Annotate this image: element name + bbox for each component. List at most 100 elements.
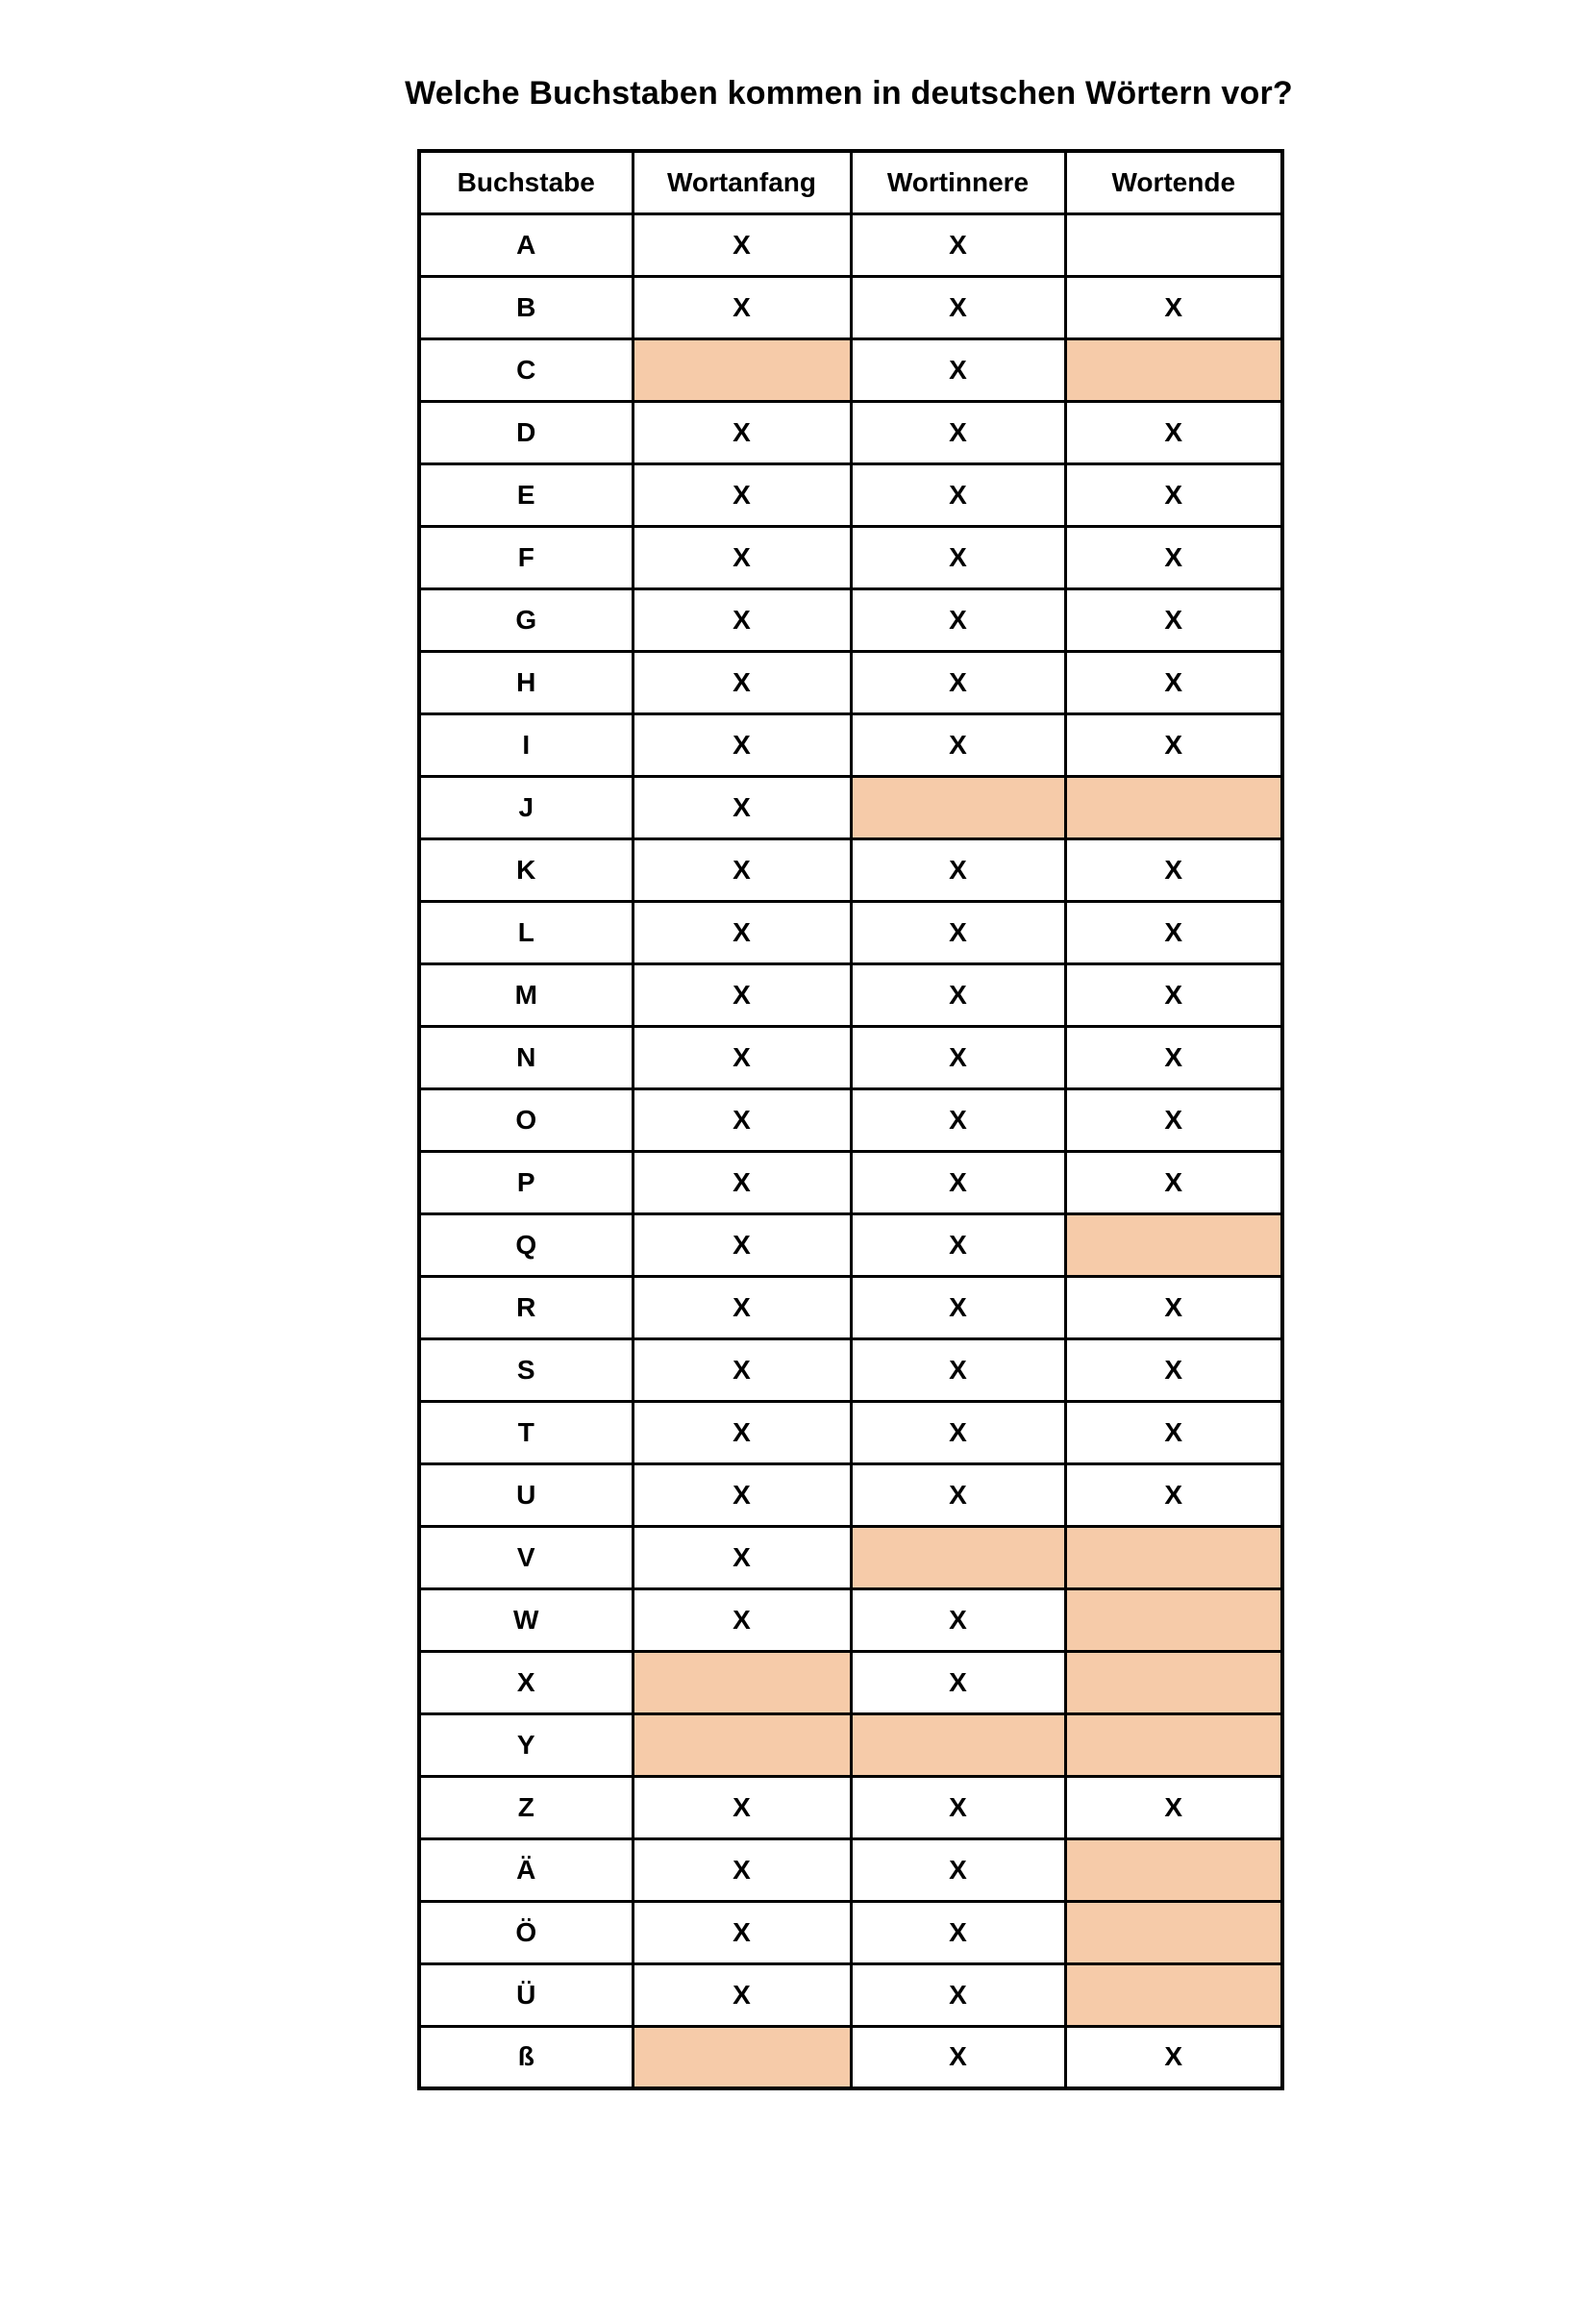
cell-wortende: X xyxy=(1063,274,1284,340)
letter-cell: I xyxy=(417,712,634,778)
cell-wortende xyxy=(1063,1837,1284,1903)
cell-wortanfang: X xyxy=(631,1087,853,1153)
letter-cell: T xyxy=(417,1399,634,1465)
header-wortinnere: Wortinnere xyxy=(849,149,1067,215)
table-row: Y xyxy=(417,1712,1284,1778)
letter-cell: O xyxy=(417,1087,634,1153)
letter-cell: S xyxy=(417,1337,634,1403)
cell-wortinnere: X xyxy=(849,962,1067,1028)
cell-wortinnere: X xyxy=(849,524,1067,590)
cell-wortanfang xyxy=(631,1712,853,1778)
cell-wortanfang xyxy=(631,337,853,403)
page-title: Welche Buchstaben kommen in deutschen Wö… xyxy=(405,75,1293,112)
cell-wortende: X xyxy=(1063,2024,1284,2090)
cell-wortanfang: X xyxy=(631,1524,853,1590)
letter-cell: F xyxy=(417,524,634,590)
cell-wortende xyxy=(1063,1712,1284,1778)
cell-wortanfang: X xyxy=(631,1149,853,1215)
letter-cell: X xyxy=(417,1649,634,1715)
cell-wortende: X xyxy=(1063,899,1284,965)
letters-table: Buchstabe Wortanfang Wortinnere Wortende… xyxy=(417,149,1284,2090)
cell-wortanfang: X xyxy=(631,587,853,653)
letter-cell: Ü xyxy=(417,1962,634,2028)
cell-wortinnere: X xyxy=(849,1462,1067,1528)
cell-wortinnere: X xyxy=(849,274,1067,340)
cell-wortinnere: X xyxy=(849,1087,1067,1153)
cell-wortende: X xyxy=(1063,962,1284,1028)
cell-wortende: X xyxy=(1063,462,1284,528)
cell-wortinnere xyxy=(849,1712,1067,1778)
cell-wortende xyxy=(1063,774,1284,840)
letter-cell: A xyxy=(417,212,634,278)
cell-wortende: X xyxy=(1063,1087,1284,1153)
cell-wortende: X xyxy=(1063,1024,1284,1090)
cell-wortinnere: X xyxy=(849,1024,1067,1090)
cell-wortende: X xyxy=(1063,1774,1284,1840)
cell-wortinnere xyxy=(849,1524,1067,1590)
cell-wortinnere: X xyxy=(849,1837,1067,1903)
cell-wortinnere: X xyxy=(849,337,1067,403)
cell-wortinnere: X xyxy=(849,1149,1067,1215)
letter-cell: E xyxy=(417,462,634,528)
cell-wortende: X xyxy=(1063,399,1284,465)
letter-cell: G xyxy=(417,587,634,653)
cell-wortende: X xyxy=(1063,587,1284,653)
cell-wortende xyxy=(1063,1899,1284,1965)
cell-wortinnere: X xyxy=(849,1587,1067,1653)
letter-cell: Z xyxy=(417,1774,634,1840)
letter-cell: J xyxy=(417,774,634,840)
cell-wortende: X xyxy=(1063,1399,1284,1465)
letter-cell: C xyxy=(417,337,634,403)
letter-cell: H xyxy=(417,649,634,715)
letter-cell: Ö xyxy=(417,1899,634,1965)
cell-wortende xyxy=(1063,1649,1284,1715)
cell-wortanfang: X xyxy=(631,212,853,278)
cell-wortinnere: X xyxy=(849,2024,1067,2090)
cell-wortende xyxy=(1063,1524,1284,1590)
cell-wortanfang: X xyxy=(631,712,853,778)
cell-wortinnere: X xyxy=(849,1962,1067,2028)
header-wortanfang: Wortanfang xyxy=(631,149,853,215)
cell-wortanfang: X xyxy=(631,774,853,840)
cell-wortende xyxy=(1063,1962,1284,2028)
cell-wortanfang: X xyxy=(631,274,853,340)
cell-wortanfang: X xyxy=(631,1212,853,1278)
cell-wortanfang: X xyxy=(631,462,853,528)
cell-wortanfang: X xyxy=(631,1774,853,1840)
cell-wortanfang: X xyxy=(631,1587,853,1653)
cell-wortende: X xyxy=(1063,649,1284,715)
letter-cell: N xyxy=(417,1024,634,1090)
cell-wortende xyxy=(1063,1587,1284,1653)
header-wortende: Wortende xyxy=(1063,149,1284,215)
cell-wortanfang: X xyxy=(631,1462,853,1528)
cell-wortanfang: X xyxy=(631,1899,853,1965)
cell-wortinnere: X xyxy=(849,712,1067,778)
cell-wortinnere: X xyxy=(849,837,1067,903)
cell-wortende: X xyxy=(1063,1274,1284,1340)
cell-wortende: X xyxy=(1063,1462,1284,1528)
cell-wortinnere: X xyxy=(849,462,1067,528)
cell-wortanfang: X xyxy=(631,1274,853,1340)
cell-wortinnere: X xyxy=(849,1649,1067,1715)
